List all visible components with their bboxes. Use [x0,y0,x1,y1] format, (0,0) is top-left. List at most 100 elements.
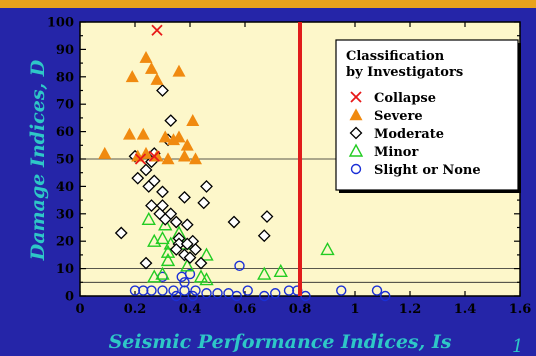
point-slight-or-none [168,285,179,296]
point-moderate [169,243,183,256]
x-tick-label: 1.4 [454,302,477,317]
point-slight-or-none [129,285,141,296]
legend-label: Moderate [374,127,444,142]
point-moderate [178,190,191,204]
y-tick-label: 0 [65,290,74,305]
point-slight-or-none [171,290,182,302]
point-moderate [189,243,202,256]
point-slight-or-none [187,290,198,302]
point-moderate [158,212,172,226]
point-minor [273,263,288,278]
point-slight-or-none [184,268,196,280]
legend-label: Slight or None [374,163,481,178]
point-minor [193,269,209,283]
legend-marker-minor [348,143,364,157]
point-severe [188,152,203,165]
point-severe [172,64,186,77]
point-moderate [257,229,271,243]
y-tick-label: 70 [56,98,74,113]
point-slight-or-none [179,285,190,296]
point-severe [122,127,137,140]
point-moderate [156,185,169,199]
page-number: 1 [512,336,523,356]
legend-label: Collapse [374,91,436,106]
point-severe [150,72,164,85]
series-collapse [134,24,163,165]
point-slight-or-none [371,285,383,296]
point-moderate [180,237,194,251]
y-tick-labels: 0 10 20 30 40 50 60 70 80 90 100 [47,16,74,305]
legend-title: by Investigators [346,65,463,80]
point-severe [158,130,172,143]
y-tick-label: 60 [56,125,74,140]
x-tick-label: 0 [75,302,84,317]
legend-title: Classification [346,49,445,64]
point-severe [186,114,200,126]
point-minor [320,241,335,256]
point-slight-or-none [336,285,347,296]
series-severe [98,50,203,165]
y-tick-label: 10 [56,262,74,277]
y-tick-label: 20 [56,235,74,250]
point-slight-or-none [270,288,281,299]
point-slight-or-none [259,290,270,302]
point-slight-or-none [179,277,190,288]
point-severe [177,149,192,162]
point-severe [136,127,150,140]
point-moderate [164,114,178,128]
point-minor [199,247,214,261]
point-moderate [156,84,169,97]
y-tick-label: 40 [56,180,74,195]
x-tick-label: 0.6 [234,302,257,317]
point-moderate [139,256,153,270]
point-moderate [227,215,241,229]
point-slight-or-none [201,288,212,299]
x-tick-label: 0.4 [179,302,202,317]
y-tick-label: 30 [56,207,74,222]
point-minor [257,266,272,280]
point-collapse [151,24,163,36]
point-slight-or-none [157,285,168,296]
point-slight-or-none [231,290,242,302]
point-slight-or-none [190,285,201,296]
point-moderate [145,199,158,212]
point-slight-or-none [138,285,149,296]
y-tick-label: 90 [56,43,74,58]
point-moderate [180,218,194,232]
legend-marker-collapse [350,91,362,103]
point-minor [180,258,195,272]
point-minor [160,244,176,258]
series-moderate [114,84,274,270]
top-accent-bar [0,0,536,8]
x-tick-label: 1 [350,302,359,317]
x-tick-label: 0.2 [124,302,147,317]
point-slight-or-none [234,260,245,272]
legend-box [335,39,519,191]
point-severe [161,152,175,165]
point-collapse [134,153,147,165]
point-moderate [142,179,156,193]
point-slight-or-none [146,285,157,296]
point-severe [98,146,112,159]
point-slight-or-none [380,290,391,302]
point-moderate [200,179,213,193]
point-severe [125,70,139,83]
x-tick-labels: 0 0.2 0.4 0.6 0.8 1 1.2 1.4 1.6 [75,302,531,317]
point-severe [166,133,181,146]
point-minor [199,272,214,286]
point-slight-or-none [242,285,253,296]
point-moderate [139,163,153,177]
x-tick-label: 1.6 [509,302,532,317]
point-moderate [169,215,183,229]
legend-label: Minor [374,145,418,160]
point-minor [155,266,170,280]
legend-label: Severe [374,109,423,124]
y-tick-label: 50 [56,153,74,168]
x-axis-label: Seismic Performance Indices, Is [109,331,452,353]
point-minor [158,217,173,231]
point-moderate [197,196,211,210]
point-moderate [131,171,145,185]
point-slight-or-none [212,288,223,299]
